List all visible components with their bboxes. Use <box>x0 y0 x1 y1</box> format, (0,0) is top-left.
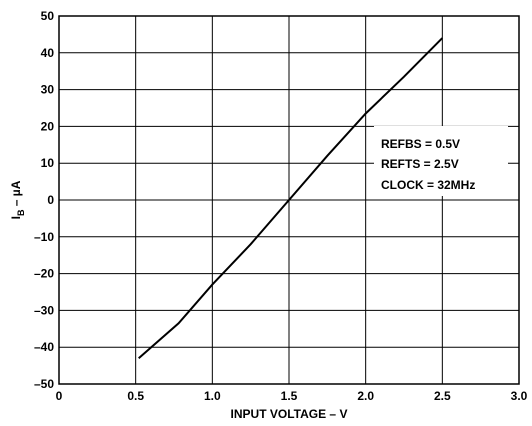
y-tick-label: 40 <box>41 46 55 60</box>
y-tick-label: 0 <box>47 193 54 207</box>
x-tick-label: 1.0 <box>204 389 221 403</box>
x-axis-label: INPUT VOLTAGE – V <box>231 407 348 421</box>
x-tick-label: 2.0 <box>357 389 374 403</box>
grid <box>59 16 519 384</box>
plot-frame <box>58 15 520 385</box>
x-tick-label: 1.5 <box>281 389 298 403</box>
y-tick-label: –40 <box>34 340 54 354</box>
annotation-refts: REFTS = 2.5V <box>381 157 459 171</box>
x-tick-label: 0.5 <box>127 389 144 403</box>
y-tick-label: 20 <box>41 119 55 133</box>
y-tick-labels: 50 40 30 20 10 0 –10 –20 –30 –40 –50 <box>34 9 54 391</box>
y-tick-label: –10 <box>34 230 54 244</box>
y-tick-label: –50 <box>34 377 54 391</box>
x-tick-label: 2.5 <box>434 389 451 403</box>
y-tick-label: –30 <box>34 303 54 317</box>
y-axis-label: IB – µA <box>9 180 26 219</box>
x-tick-label: 0 <box>56 389 63 403</box>
x-tick-label: 3.0 <box>511 389 528 403</box>
annotation-background <box>374 126 508 196</box>
y-tick-label: 50 <box>41 9 55 23</box>
y-tick-label: 30 <box>41 83 55 97</box>
x-tick-labels: 0 0.5 1.0 1.5 2.0 2.5 3.0 <box>56 389 528 403</box>
annotation-clock: CLOCK = 32MHz <box>381 178 475 192</box>
annotation-refbs: REFBS = 0.5V <box>381 137 460 151</box>
data-series-line <box>138 37 444 359</box>
y-tick-label: 10 <box>41 156 55 170</box>
y-tick-label: –20 <box>34 267 54 281</box>
